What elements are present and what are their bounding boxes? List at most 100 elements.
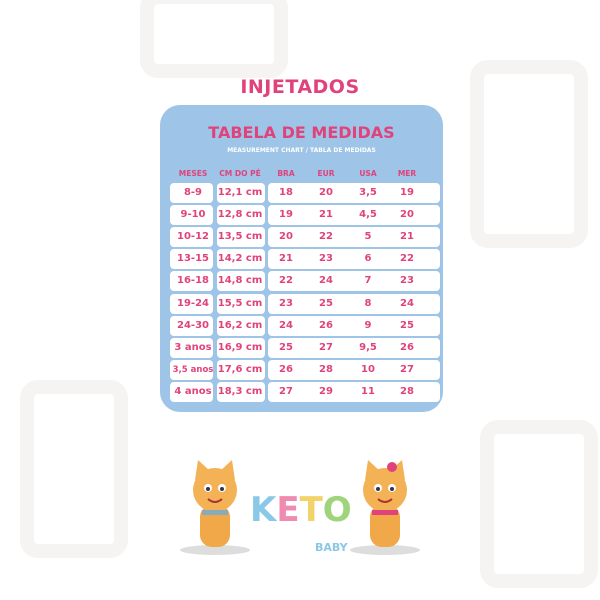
- table-cell: 8: [364, 297, 372, 309]
- background-decoration: [20, 380, 128, 558]
- table-cell: 17,6 cm: [217, 363, 263, 375]
- table-cell: 20: [319, 187, 333, 198]
- cat-mascot-right: [363, 460, 407, 547]
- cell-background: [217, 315, 265, 336]
- table-cell: 26: [319, 319, 333, 331]
- table-cell: 13-15: [177, 253, 209, 265]
- cell-background: [217, 293, 265, 314]
- table-cell: 22: [279, 275, 293, 287]
- table-cell: 9,5: [359, 341, 377, 353]
- cell-background: [170, 249, 213, 270]
- cell-background: [217, 381, 265, 402]
- table-cell: 27: [319, 341, 333, 353]
- table-cell: 19: [279, 209, 293, 221]
- table-cell: 16-18: [177, 275, 209, 287]
- table-cell: 7: [364, 275, 372, 287]
- table-cell: 24: [319, 275, 333, 287]
- chart-subtitle: MEASUREMENT CHART / TABLA DE MEDIDAS: [227, 147, 376, 154]
- column-header: CM DO PÉ: [219, 169, 261, 178]
- column-header: EUR: [317, 169, 335, 178]
- cell-background: [268, 359, 440, 380]
- cell-background: [268, 337, 440, 358]
- logo-sub: BABY: [315, 541, 349, 554]
- table-cell: 18,3 cm: [217, 385, 263, 397]
- cell-background: [170, 205, 213, 226]
- table-cell: 21: [400, 231, 414, 243]
- cell-background: [170, 293, 213, 314]
- keto-baby-logo: KETO BABY: [180, 460, 420, 555]
- cell-background: [170, 337, 213, 358]
- table-cell: 15,5 cm: [217, 297, 263, 309]
- table-cell: 27: [279, 385, 293, 397]
- table-cell: 6: [364, 253, 372, 265]
- cell-background: [217, 359, 265, 380]
- table-cell: 9: [364, 319, 372, 331]
- table-cell: 21: [319, 209, 333, 221]
- page-title: INJETADOS: [240, 76, 360, 98]
- cell-background: [268, 227, 440, 248]
- cell-background: [217, 205, 265, 226]
- column-header: USA: [359, 169, 377, 178]
- cell-background: [170, 271, 213, 292]
- table-cell: 25: [400, 319, 414, 331]
- table-cell: 16,9 cm: [217, 341, 263, 353]
- table-cell: 12,8 cm: [217, 209, 263, 221]
- cell-background: [217, 271, 265, 292]
- cell-background: [217, 337, 265, 358]
- table-cell: 10-12: [177, 231, 209, 243]
- column-header: MER: [397, 169, 417, 178]
- table-cell: 21: [279, 253, 293, 265]
- background-decoration: [140, 0, 288, 78]
- cell-background: [268, 271, 440, 292]
- cell-background: [268, 315, 440, 336]
- table-cell: 14,2 cm: [217, 253, 263, 265]
- cell-background: [217, 227, 265, 248]
- table-cell: 29: [319, 385, 333, 397]
- table-cell: 24-30: [177, 319, 209, 331]
- cell-background: [170, 227, 213, 248]
- cell-background: [170, 359, 213, 380]
- table-cell: 24: [400, 297, 414, 309]
- table-cell: 19-24: [177, 297, 209, 309]
- table-cell: 3,5: [359, 187, 377, 198]
- table-cell: 13,5 cm: [217, 231, 263, 243]
- table-cell: 12,1 cm: [217, 187, 263, 198]
- table-cell: 20: [400, 209, 414, 221]
- table-cell: 23: [319, 253, 333, 265]
- table-cell: 11: [361, 385, 375, 397]
- cell-background: [170, 315, 213, 336]
- table-cell: 22: [319, 231, 333, 243]
- table-cell: 25: [319, 297, 333, 309]
- table-cell: 24: [279, 319, 293, 331]
- cell-background: [268, 205, 440, 226]
- table-cell: 26: [279, 363, 293, 375]
- cell-background: [268, 249, 440, 270]
- cell-background: [217, 249, 265, 270]
- table-cell: 19: [400, 187, 414, 198]
- table-cell: 23: [400, 275, 414, 287]
- table-cell: 4 anos: [174, 385, 212, 397]
- table-cell: 3,5 anos: [172, 364, 214, 375]
- table-cell: 3 anos: [174, 341, 212, 353]
- cell-background: [170, 381, 213, 402]
- table-cell: 28: [400, 385, 414, 397]
- table-cell: 8-9: [183, 187, 203, 198]
- table-cell: 4,5: [359, 209, 377, 221]
- column-header: MESES: [178, 169, 208, 178]
- table-cell: 18: [279, 187, 293, 198]
- table-cell: 9-10: [180, 209, 206, 221]
- size-chart-card: TABELA DE MEDIDAS MEASUREMENT CHART / TA…: [160, 105, 443, 412]
- table-cell: 20: [279, 231, 293, 243]
- table-cell: 5: [364, 231, 372, 243]
- table-cell: 23: [279, 297, 293, 309]
- column-header: BRA: [277, 169, 295, 178]
- background-decoration: [480, 420, 598, 588]
- table-cell: 16,2 cm: [217, 319, 263, 331]
- background-decoration: [470, 60, 588, 248]
- cell-background: [268, 183, 440, 203]
- table-cell: 27: [400, 363, 414, 375]
- cell-background: [170, 183, 213, 203]
- table-cell: 22: [400, 253, 414, 265]
- cell-background: [217, 183, 265, 203]
- table-cell: 14,8 cm: [217, 275, 263, 287]
